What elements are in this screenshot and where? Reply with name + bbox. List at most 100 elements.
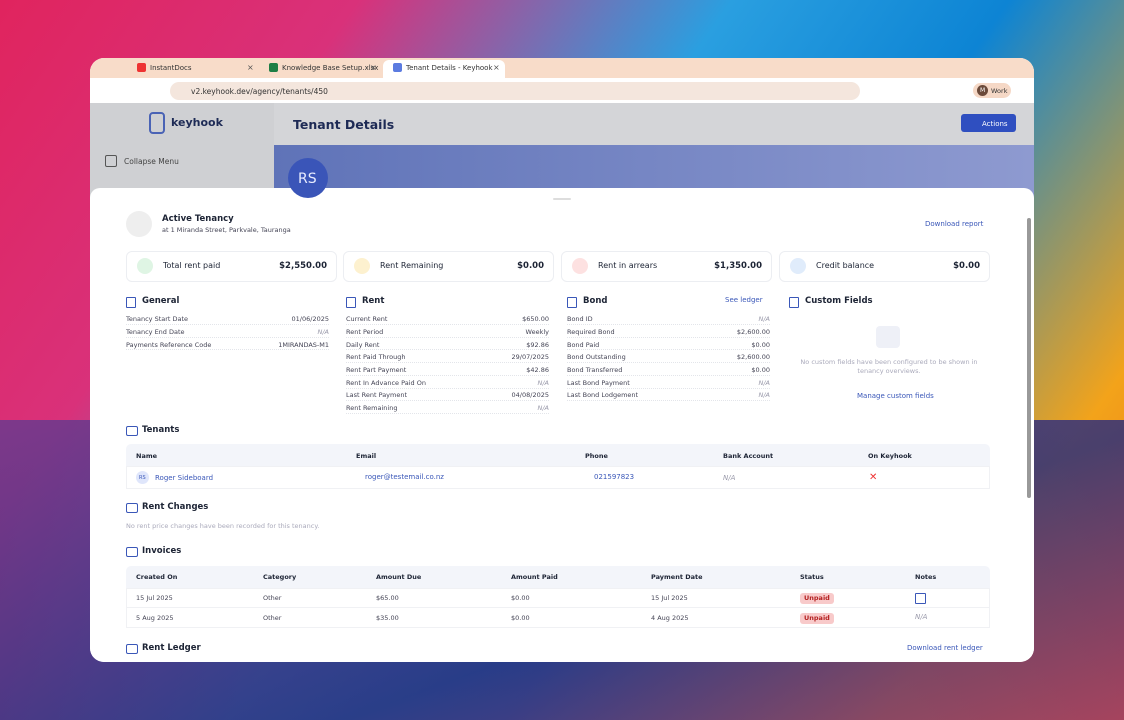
field-value: 29/07/2025 bbox=[511, 353, 549, 362]
summary-icon bbox=[790, 258, 806, 274]
table-header-cell: Amount Paid bbox=[511, 573, 558, 582]
section-icon bbox=[346, 297, 356, 308]
table-header-cell: On Keyhook bbox=[868, 452, 912, 461]
tenant-initials: RS bbox=[139, 475, 146, 481]
tab-close: × bbox=[493, 63, 500, 73]
field-label: Last Bond Payment bbox=[567, 378, 630, 387]
section-title: General bbox=[142, 295, 180, 306]
summary-value: $2,550.00 bbox=[279, 260, 327, 271]
field-value: 1MIRANDAS-M1 bbox=[278, 340, 329, 349]
field-value: N/A bbox=[758, 391, 771, 400]
scrollbar bbox=[1027, 218, 1031, 498]
row-divider bbox=[346, 349, 549, 351]
table-header bbox=[126, 444, 990, 466]
field-label: Daily Rent bbox=[346, 340, 380, 349]
field-value: $2,600.00 bbox=[736, 327, 770, 336]
actions[interactable]: Actions bbox=[982, 119, 1008, 128]
invoice-cell: $35.00 bbox=[376, 613, 399, 622]
avatar bbox=[288, 158, 328, 198]
avatar-initials: RS bbox=[298, 170, 317, 187]
summary-icon bbox=[572, 258, 588, 274]
row-divider bbox=[346, 412, 549, 414]
logo-icon bbox=[149, 112, 165, 134]
section-icon bbox=[126, 426, 138, 436]
table-header-cell: Payment Date bbox=[651, 573, 703, 582]
invoice-cell: 5 Aug 2025 bbox=[136, 613, 174, 622]
logo: keyhook bbox=[171, 116, 223, 130]
collapse-menu: Collapse Menu bbox=[124, 156, 179, 166]
invoice-cell: $65.00 bbox=[376, 594, 399, 603]
active-tab bbox=[383, 60, 505, 78]
table-header bbox=[126, 566, 990, 588]
row-divider bbox=[567, 336, 770, 338]
row-divider bbox=[567, 400, 770, 402]
row-divider bbox=[346, 336, 549, 338]
row-divider bbox=[567, 387, 770, 389]
field-label: Bond ID bbox=[567, 315, 593, 324]
table-header-cell: Amount Due bbox=[376, 573, 422, 582]
tenancy-address: at 1 Miranda Street, Parkvale, Tauranga bbox=[162, 226, 291, 235]
row-divider bbox=[346, 362, 549, 364]
field-value: $92.86 bbox=[526, 340, 549, 349]
table-header-cell: Status bbox=[800, 573, 824, 582]
header bbox=[274, 103, 1034, 145]
section-icon bbox=[567, 297, 577, 308]
tenant-phone: 021597823 bbox=[594, 472, 635, 481]
download-rent-ledger[interactable]: Download rent ledger bbox=[907, 643, 983, 652]
section-icon bbox=[126, 547, 138, 557]
row-divider bbox=[346, 387, 549, 389]
field-value: $42.86 bbox=[526, 365, 549, 374]
field-label: Bond Transferred bbox=[567, 365, 623, 374]
tab-icon bbox=[269, 63, 278, 72]
field-label: Rent Paid Through bbox=[346, 353, 406, 362]
row-divider bbox=[567, 324, 770, 325]
section-title: Custom Fields bbox=[805, 295, 873, 306]
section-icon bbox=[126, 297, 136, 308]
tab-title: Knowledge Base Setup.xlsx bbox=[282, 63, 379, 72]
field-label: Last Bond Lodgement bbox=[567, 391, 639, 400]
invoice-cell: 4 Aug 2025 bbox=[651, 613, 689, 622]
field-value: $2,600.00 bbox=[736, 353, 770, 362]
collapse-icon bbox=[105, 155, 117, 167]
on-keyhook-no: ✕ bbox=[869, 472, 878, 483]
row-divider bbox=[126, 324, 329, 325]
field-label: Last Rent Payment bbox=[346, 391, 408, 400]
status: Unpaid bbox=[804, 613, 830, 622]
summary-label: Total rent paid bbox=[163, 261, 221, 271]
row-divider bbox=[346, 374, 549, 376]
section-icon bbox=[126, 503, 138, 513]
manage-custom-fields[interactable]: Manage custom fields bbox=[857, 391, 934, 400]
row-divider bbox=[126, 336, 329, 338]
url: v2.keyhook.dev/agency/tenants/450 bbox=[191, 86, 328, 96]
row-divider bbox=[346, 400, 549, 402]
summary-value: $0.00 bbox=[517, 260, 544, 271]
table-header-cell: Notes bbox=[915, 573, 937, 582]
table-body bbox=[126, 588, 990, 628]
see-ledger[interactable]: See ledger bbox=[725, 295, 763, 304]
tenant-name[interactable]: Roger Sideboard bbox=[155, 473, 214, 482]
row-divider bbox=[567, 374, 770, 376]
summary-icon bbox=[354, 258, 370, 274]
rent-changes-empty: No rent price changes have been recorded… bbox=[126, 522, 320, 531]
field-value: Weekly bbox=[525, 327, 549, 336]
download-report[interactable]: Download report bbox=[925, 219, 984, 228]
field-label: Tenancy Start Date bbox=[126, 315, 189, 324]
section-title: Rent Changes bbox=[142, 501, 209, 512]
field-label: Rent Period bbox=[346, 327, 384, 336]
address-bar bbox=[170, 82, 860, 100]
tab-close: × bbox=[247, 63, 254, 73]
invoice-cell: Other bbox=[263, 613, 282, 622]
tenancy-title: Active Tenancy bbox=[162, 213, 234, 224]
invoice-cell: $0.00 bbox=[511, 594, 530, 603]
field-label: Rent Part Payment bbox=[346, 365, 407, 374]
invoice-cell: $0.00 bbox=[511, 613, 530, 622]
field-value: N/A bbox=[758, 315, 771, 324]
sheet-handle bbox=[553, 198, 571, 200]
field-label: Tenancy End Date bbox=[126, 327, 185, 336]
tenancy-icon bbox=[126, 211, 152, 237]
status-badge bbox=[800, 612, 834, 624]
field-label: Rent In Advance Paid On bbox=[346, 378, 426, 387]
tab-icon bbox=[137, 63, 146, 72]
invoice-cell: Other bbox=[263, 594, 282, 603]
